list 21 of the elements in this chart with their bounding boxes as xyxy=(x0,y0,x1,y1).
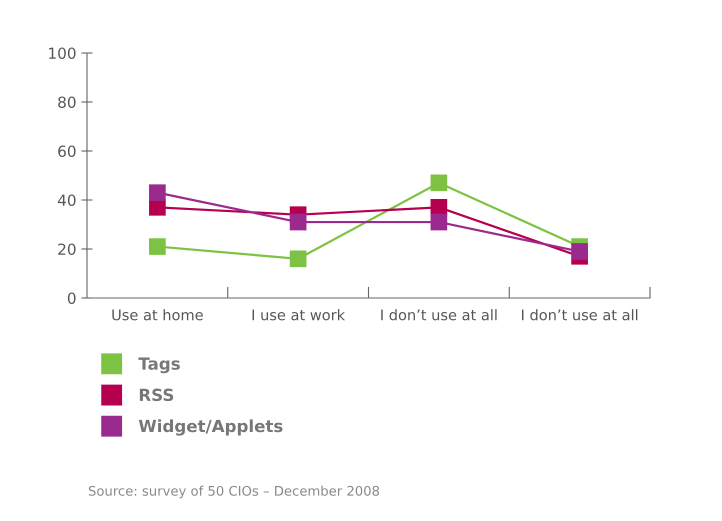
y-tick-label: 100 xyxy=(49,47,76,60)
y-tick-label: 0 xyxy=(68,292,76,304)
source-note: Source: survey of 50 CIOs – December 2008 xyxy=(88,486,380,498)
point xyxy=(149,238,166,255)
x-tick-label: I don’t use at all xyxy=(381,309,497,320)
x-tick-label: I don’t use at all xyxy=(522,309,638,320)
y-tick-label: 40 xyxy=(58,194,76,206)
point xyxy=(290,214,306,230)
x-tick-label: Use at home xyxy=(112,309,203,320)
y-tick-label: 20 xyxy=(58,243,76,256)
y-tick-label: 80 xyxy=(58,96,76,108)
point xyxy=(571,243,588,260)
y-tick-label: 60 xyxy=(58,145,76,158)
legend-label: RSS xyxy=(140,388,174,402)
point xyxy=(290,250,306,268)
point xyxy=(149,184,166,201)
point xyxy=(430,174,448,192)
legend-label: Widget/Applets xyxy=(138,419,283,436)
x-tick-label: I use at work xyxy=(252,309,346,320)
point xyxy=(430,214,448,230)
legend-label: Tags xyxy=(138,358,180,374)
